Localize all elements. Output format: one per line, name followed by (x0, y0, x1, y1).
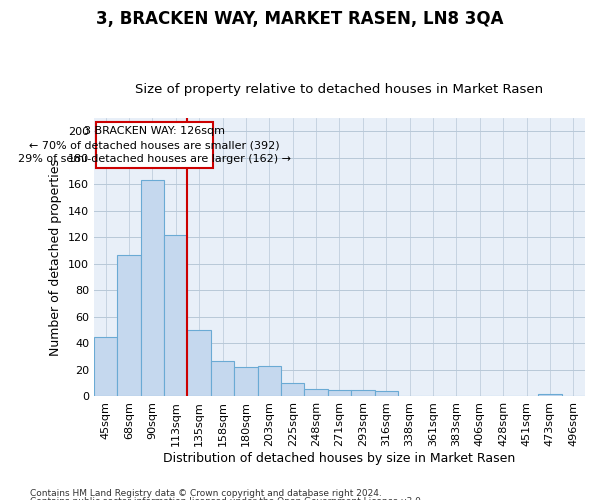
Text: 3, BRACKEN WAY, MARKET RASEN, LN8 3QA: 3, BRACKEN WAY, MARKET RASEN, LN8 3QA (96, 10, 504, 28)
Bar (164, 234, 187, 396)
Bar (257, 366, 281, 396)
FancyBboxPatch shape (96, 122, 213, 168)
Bar (234, 368, 257, 396)
Bar (187, 330, 211, 396)
X-axis label: Distribution of detached houses by size in Market Rasen: Distribution of detached houses by size … (163, 452, 515, 465)
Bar (94, 337, 118, 396)
Text: Contains HM Land Registry data © Crown copyright and database right 2024.: Contains HM Land Registry data © Crown c… (30, 488, 382, 498)
Bar (351, 390, 374, 396)
Bar (281, 383, 304, 396)
Text: 3 BRACKEN WAY: 126sqm
← 70% of detached houses are smaller (392)
29% of semi-det: 3 BRACKEN WAY: 126sqm ← 70% of detached … (18, 126, 291, 164)
Text: Contains public sector information licensed under the Open Government Licence v3: Contains public sector information licen… (30, 497, 424, 500)
Bar (211, 360, 234, 396)
Bar (140, 180, 164, 396)
Title: Size of property relative to detached houses in Market Rasen: Size of property relative to detached ho… (136, 83, 544, 96)
Bar (328, 390, 351, 396)
Bar (118, 254, 140, 396)
Bar (304, 388, 328, 396)
Bar (374, 391, 398, 396)
Y-axis label: Number of detached properties: Number of detached properties (49, 158, 62, 356)
Bar (538, 394, 562, 396)
